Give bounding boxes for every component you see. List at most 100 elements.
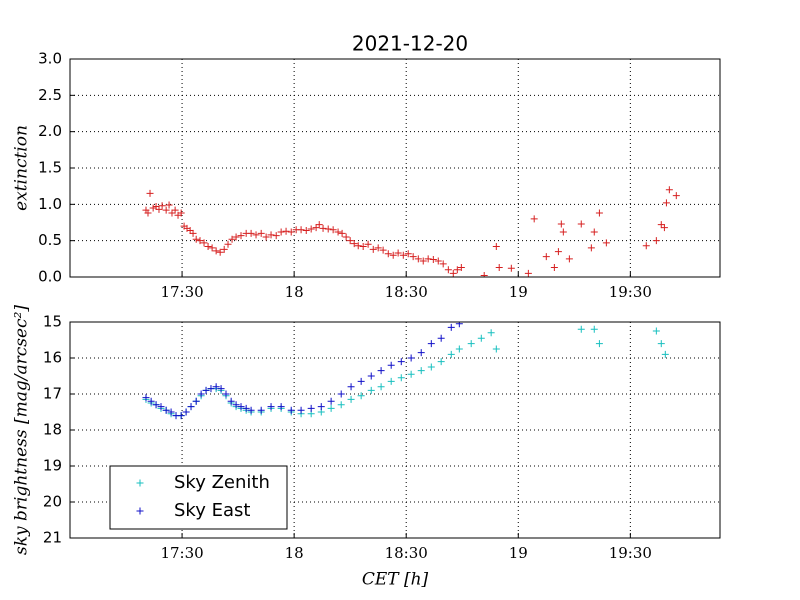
point <box>287 228 295 236</box>
x-axis-label: CET [h] <box>362 570 429 590</box>
axes-frame <box>69 321 721 539</box>
point <box>189 229 197 237</box>
point <box>367 386 375 394</box>
point <box>177 412 185 420</box>
point <box>165 201 173 209</box>
point <box>192 235 200 243</box>
y-tick-label: 3.0 <box>38 50 62 68</box>
point <box>565 255 573 263</box>
point <box>162 406 170 414</box>
point <box>577 220 585 228</box>
point <box>437 358 445 366</box>
x-tick-label: 19 <box>509 544 528 562</box>
point <box>168 209 176 217</box>
point <box>429 256 437 264</box>
point <box>224 240 232 248</box>
point <box>155 205 163 213</box>
point <box>262 233 270 241</box>
point <box>267 231 275 239</box>
plot-area <box>142 322 669 420</box>
legend-box <box>109 465 288 530</box>
point <box>384 250 392 258</box>
x-tick-label: 18:30 <box>385 283 428 301</box>
point <box>507 264 515 272</box>
point <box>217 385 225 393</box>
point <box>672 192 680 200</box>
point <box>287 406 295 414</box>
point <box>530 215 538 223</box>
point <box>409 253 417 261</box>
x-tick-label: 17:30 <box>160 283 203 301</box>
point <box>342 233 350 241</box>
point <box>359 242 367 250</box>
y-tick-label: 18 <box>43 421 62 439</box>
point <box>414 255 422 263</box>
point <box>455 345 463 353</box>
point <box>407 370 415 378</box>
point <box>559 228 567 236</box>
point <box>227 397 235 405</box>
point <box>247 406 255 414</box>
chart-title: 2021-12-20 <box>352 32 468 56</box>
point <box>595 340 603 348</box>
point <box>590 325 598 333</box>
y-tick-label: 16 <box>43 349 62 367</box>
point <box>277 228 285 236</box>
point <box>312 224 320 232</box>
point <box>642 242 650 250</box>
point <box>252 231 260 239</box>
point <box>196 237 204 245</box>
point <box>417 367 425 375</box>
point <box>477 334 485 342</box>
point <box>364 240 372 248</box>
legend-marker <box>136 507 144 515</box>
point <box>467 340 475 348</box>
point <box>455 322 463 328</box>
point <box>144 209 152 217</box>
point <box>427 363 435 371</box>
point <box>665 186 673 194</box>
point <box>495 264 503 272</box>
point <box>297 226 305 234</box>
point <box>338 229 346 237</box>
point <box>447 350 455 358</box>
point <box>337 401 345 409</box>
point <box>228 235 236 243</box>
point <box>404 250 412 258</box>
point <box>334 228 342 236</box>
point <box>329 226 337 234</box>
point <box>142 394 150 402</box>
point <box>157 403 165 411</box>
point <box>307 404 315 412</box>
point <box>657 340 665 348</box>
point <box>407 354 415 362</box>
point <box>317 403 325 411</box>
point <box>554 248 562 256</box>
point <box>449 269 457 277</box>
point <box>557 220 565 228</box>
y-tick-label: 2.5 <box>38 86 62 104</box>
point <box>662 199 670 207</box>
point <box>171 206 179 214</box>
point <box>162 206 170 214</box>
point <box>208 244 216 252</box>
point <box>419 257 427 265</box>
point <box>350 240 358 248</box>
point <box>182 408 190 416</box>
point <box>660 224 668 232</box>
point <box>377 367 385 375</box>
point <box>434 257 442 265</box>
point <box>177 209 185 217</box>
point <box>387 377 395 385</box>
point <box>524 269 532 277</box>
y-tick-label: 17 <box>43 385 62 403</box>
point <box>257 229 265 237</box>
point <box>590 228 598 236</box>
point <box>319 224 327 232</box>
y-axis-label: sky brightness [mag/arcsec²] <box>12 305 32 555</box>
point <box>369 245 377 253</box>
point <box>277 403 285 411</box>
point <box>232 401 240 409</box>
point <box>417 349 425 357</box>
